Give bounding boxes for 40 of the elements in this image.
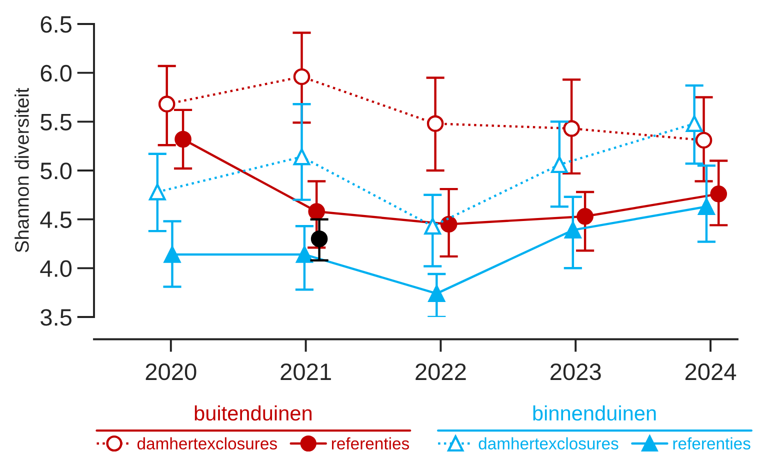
point (686, 115, 703, 132)
x-tick-label: 2021 (280, 363, 331, 380)
y-axis-title: Shannon diversiteit (14, 88, 29, 252)
point (440, 216, 458, 233)
point (164, 246, 181, 263)
y-tick-label: 4.5 (40, 212, 72, 228)
x-tick-label: 2022 (416, 363, 466, 380)
text: binnenduinen (533, 405, 656, 421)
y-tick-label: 6.0 (40, 64, 72, 82)
point (424, 218, 442, 235)
point (563, 120, 580, 137)
point (158, 96, 176, 112)
point (293, 68, 310, 86)
legend-label: referenties (332, 437, 410, 450)
y-tick-label: 6.5 (40, 16, 72, 33)
point (698, 198, 715, 216)
point (308, 203, 325, 220)
x-tick-label: 2024 (685, 363, 736, 380)
x-tick-label: 2020 (146, 363, 196, 380)
text: buitenduinen (194, 405, 312, 421)
point (293, 148, 310, 166)
y-tick-label: 3.5 (40, 309, 72, 326)
point (576, 208, 594, 225)
point (564, 222, 582, 238)
legend-label: damhertexclosures (478, 437, 618, 450)
legend-label: damhertexclosures (137, 437, 277, 450)
point (296, 246, 313, 263)
point (551, 156, 568, 174)
point (310, 230, 328, 248)
point (426, 115, 444, 132)
point (710, 186, 728, 202)
x-tick-label: 2023 (550, 363, 601, 380)
point (174, 130, 192, 148)
point (695, 132, 712, 149)
y-tick-label: 4.0 (40, 260, 72, 277)
legend-label: referenties (673, 437, 750, 450)
y-tick-label: 5.5 (40, 114, 72, 130)
y-tick-label: 5.0 (40, 162, 72, 180)
point (149, 184, 166, 200)
point (428, 285, 446, 302)
